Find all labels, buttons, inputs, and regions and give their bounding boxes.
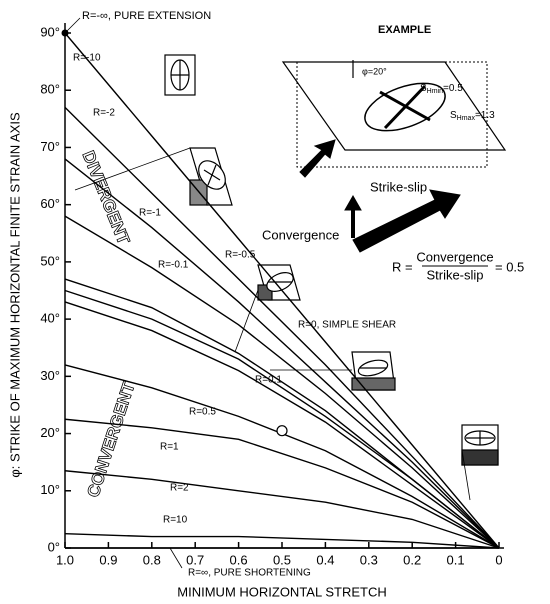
series-line [65, 279, 499, 548]
convergence-label: Convergence [262, 227, 339, 242]
extension-label: R=-∞, PURE EXTENSION [82, 10, 211, 22]
subscript: Hmin [427, 88, 443, 95]
y-tick-label: 20° [40, 425, 60, 440]
y-tick-label: 60° [40, 196, 60, 211]
x-tick-label: 0.7 [186, 552, 204, 567]
series-label: R=0.5 [189, 407, 216, 418]
x-tick-label: 0.8 [143, 552, 161, 567]
region-label: CONVERGENT [83, 379, 138, 500]
ratio-prefix: R = [392, 259, 413, 274]
value-text: =0.5 [443, 83, 463, 94]
y-tick-label: 30° [40, 368, 60, 383]
series-label: R=∞, PURE SHORTENING [188, 568, 311, 579]
ratio-value: = 0.5 [495, 259, 524, 274]
example-shmin: SHmin=0.5 [420, 83, 463, 95]
series-label: R=-2 [93, 108, 115, 119]
series-label: R=-0.5 [225, 250, 256, 261]
series-label: R=0.1 [255, 375, 282, 386]
series-label: R=2 [170, 483, 189, 494]
y-axis-label: φ: STRIKE OF MAXIMUM HORIZONTAL FINITE S… [7, 112, 22, 478]
x-tick-label: 1.0 [56, 552, 74, 567]
series-label: R=0, SIMPLE SHEAR [298, 320, 396, 331]
chart: φ: STRIKE OF MAXIMUM HORIZONTAL FINITE S… [0, 0, 550, 604]
x-tick-label: 0 [495, 552, 502, 567]
x-tick-label: 0.4 [316, 552, 334, 567]
subscript: Hmax [457, 115, 476, 122]
x-axis-label: MINIMUM HORIZONTAL STRETCH [177, 584, 386, 599]
extension-point [62, 30, 69, 37]
ratio-denominator: Strike-slip [426, 267, 483, 282]
example-title: EXAMPLE [378, 24, 431, 36]
x-tick-label: 0.9 [99, 552, 117, 567]
series-line [65, 302, 499, 548]
series-label: R=10 [163, 515, 188, 526]
x-tick-label: 0.5 [273, 552, 291, 567]
y-tick-label: 80° [40, 82, 60, 97]
series-label: R=-10 [73, 53, 101, 64]
strike-slip-label: Strike-slip [370, 179, 427, 194]
ratio-numerator: Convergence [416, 249, 493, 264]
region-label: DIVERGENT [79, 148, 134, 248]
x-tick-label: 0.1 [447, 552, 465, 567]
x-tick-label: 0.2 [403, 552, 421, 567]
y-tick-label: 50° [40, 253, 60, 268]
example-shmax: SHmax=1.3 [450, 110, 495, 122]
y-tick-label: 10° [40, 482, 60, 497]
y-tick-label: 70° [40, 139, 60, 154]
series-label: R=-1 [139, 208, 161, 219]
series-label: R=1 [160, 442, 179, 453]
series-line [65, 107, 499, 548]
y-tick-label: 40° [40, 311, 60, 326]
example-angle: φ=20° [362, 66, 387, 76]
example-point [277, 426, 287, 436]
series-line [65, 33, 499, 548]
series-line [65, 159, 499, 548]
x-tick-label: 0.6 [230, 552, 248, 567]
value-text: =1.3 [475, 110, 495, 121]
y-tick-label: 90° [40, 24, 60, 39]
x-tick-label: 0.3 [360, 552, 378, 567]
series-label: R=-0.1 [158, 260, 189, 271]
